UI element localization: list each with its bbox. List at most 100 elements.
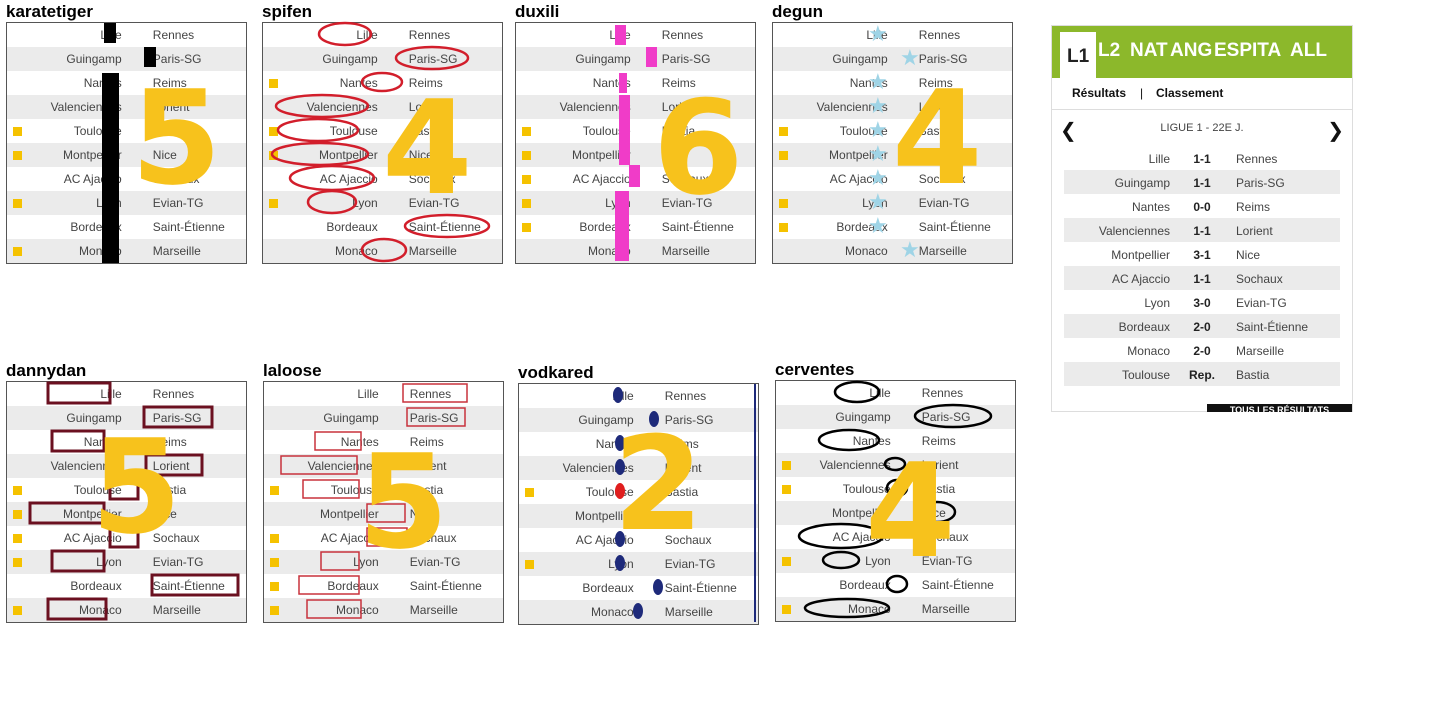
away-team: Evian-TG xyxy=(921,554,973,568)
result-row[interactable]: Toulouse Rep. Bastia xyxy=(1064,362,1340,386)
match-row: Valenciennes Lorient xyxy=(7,95,246,119)
away-team: Reims xyxy=(664,437,699,451)
pick-marker xyxy=(779,199,788,208)
match-row: Lille Rennes xyxy=(264,382,503,406)
home-team: Lille xyxy=(869,386,891,400)
home-team: Lille xyxy=(609,28,631,42)
match-score: 2-0 xyxy=(1193,320,1211,334)
tab-l2[interactable]: L2 xyxy=(1098,40,1121,61)
away-team: Marseille xyxy=(152,244,201,258)
home-team: AC Ajaccio xyxy=(575,533,634,547)
player-name: laloose xyxy=(263,361,322,380)
result-row[interactable]: Lyon 3-0 Evian-TG xyxy=(1064,290,1340,314)
match-score: 1-1 xyxy=(1193,272,1211,286)
away-team: Sochaux xyxy=(408,172,456,186)
home-team: Valenciennes xyxy=(1098,224,1170,238)
result-row[interactable]: Montpellier 3-1 Nice xyxy=(1064,242,1340,266)
round-nav: ❮ LIGUE 1 - 22E J. ❯ xyxy=(1052,116,1352,142)
home-team: Montpellier xyxy=(319,148,378,162)
pick-marker xyxy=(270,582,279,591)
away-team: Bastia xyxy=(1236,368,1270,382)
pick-marker xyxy=(269,151,278,160)
match-score: 1-1 xyxy=(1193,152,1211,166)
tab-esp[interactable]: ESP xyxy=(1214,40,1253,61)
home-team: Bordeaux xyxy=(327,579,379,593)
pick-marker xyxy=(522,199,531,208)
away-team: Rennes xyxy=(921,386,964,400)
away-team: Sochaux xyxy=(152,172,200,186)
chevron-right-icon[interactable]: ❯ xyxy=(1327,120,1344,142)
chevron-left-icon[interactable]: ❮ xyxy=(1060,120,1077,142)
away-team: Rennes xyxy=(1236,152,1278,166)
result-row[interactable]: Guingamp 1-1 Paris-SG xyxy=(1064,170,1340,194)
match-list: Lille Rennes Guingamp Paris-SG Nantes Reims Va… xyxy=(6,381,247,623)
away-team: Reims xyxy=(409,435,444,449)
result-row[interactable]: Bordeaux 2-0 Saint-Étienne xyxy=(1064,314,1340,338)
home-team: Guingamp xyxy=(575,52,631,66)
results-link[interactable]: Résultats xyxy=(1072,86,1127,100)
home-team: Lyon xyxy=(353,555,379,569)
result-row[interactable]: Monaco 2-0 Marseille xyxy=(1064,338,1340,362)
pick-marker xyxy=(269,127,278,136)
prediction-card: vodkared Lille Rennes Guingamp Paris-SG Nante… xyxy=(518,363,759,626)
match-row: Montpellier Nice xyxy=(263,143,502,167)
match-row: Monaco Marseille xyxy=(519,600,758,624)
home-team: Monaco xyxy=(591,605,634,619)
home-team: Valenciennes xyxy=(306,100,378,114)
tab-ang[interactable]: ANG xyxy=(1170,40,1213,61)
match-score: 3-0 xyxy=(1193,296,1211,310)
home-team: AC Ajaccio xyxy=(320,531,379,545)
away-team: Sochaux xyxy=(661,172,709,186)
match-row: Toulouse Bastia xyxy=(776,477,1015,501)
home-team: Bordeaux xyxy=(579,220,631,234)
match-row: Valenciennes Lorient xyxy=(516,95,755,119)
prediction-card: spifen Lille Rennes Guingamp Paris-SG Nantes R… xyxy=(262,3,503,265)
home-team: Valenciennes xyxy=(307,459,379,473)
home-team: Guingamp xyxy=(832,52,888,66)
tab-l1[interactable]: L1 xyxy=(1060,32,1097,78)
result-row[interactable]: Lille 1-1 Rennes xyxy=(1064,146,1340,170)
home-team: Toulouse xyxy=(585,485,634,499)
tab-nat[interactable]: NAT xyxy=(1130,40,1168,61)
home-team: Monaco xyxy=(588,244,631,258)
home-team: Monaco xyxy=(335,244,378,258)
home-team: Lille xyxy=(100,387,122,401)
home-team: Monaco xyxy=(79,603,122,617)
match-row: Guingamp Paris-SG xyxy=(519,408,758,432)
home-team: Lyon xyxy=(96,196,122,210)
standings-link[interactable]: Classement xyxy=(1156,86,1224,100)
tab-all[interactable]: ALL xyxy=(1290,40,1327,61)
away-team: Bastia xyxy=(409,483,444,497)
tab-ita[interactable]: ITA xyxy=(1252,40,1282,61)
match-row: Toulouse Bastia xyxy=(773,119,1012,143)
all-results-button[interactable]: TOUS LES RÉSULTATS xyxy=(1207,404,1352,412)
home-team: Monaco xyxy=(845,244,888,258)
away-team: Rennes xyxy=(152,387,195,401)
match-row: Lyon Evian-TG xyxy=(263,191,502,215)
away-team: Bastia xyxy=(918,124,953,138)
away-team: Rennes xyxy=(408,28,451,42)
away-team: Evian-TG xyxy=(152,555,204,569)
pick-marker xyxy=(522,151,531,160)
match-row: Valenciennes Lorient xyxy=(7,454,246,478)
pick-marker xyxy=(13,151,22,160)
home-team: Montpellier xyxy=(832,506,891,520)
away-team: Paris-SG xyxy=(408,52,458,66)
away-team: Sochaux xyxy=(152,531,200,545)
match-row: Monaco Marseille xyxy=(516,239,755,263)
away-team: Paris-SG xyxy=(918,52,968,66)
away-team: Saint-Étienne xyxy=(408,220,481,234)
home-team: Nantes xyxy=(83,435,122,449)
match-row: Nantes Reims xyxy=(776,429,1015,453)
result-row[interactable]: Valenciennes 1-1 Lorient xyxy=(1064,218,1340,242)
away-team: Rennes xyxy=(661,28,704,42)
match-list: Lille Rennes Guingamp Paris-SG Nantes Reims Va… xyxy=(518,383,759,625)
home-team: Nantes xyxy=(852,434,891,448)
player-name: vodkared xyxy=(518,363,594,382)
result-row[interactable]: AC Ajaccio 1-1 Sochaux xyxy=(1064,266,1340,290)
home-team: Nantes xyxy=(340,435,379,449)
result-row[interactable]: Nantes 0-0 Reims xyxy=(1064,194,1340,218)
match-row: Monaco Marseille xyxy=(7,239,246,263)
away-team: Nice xyxy=(661,148,686,162)
home-team: Nantes xyxy=(592,76,631,90)
